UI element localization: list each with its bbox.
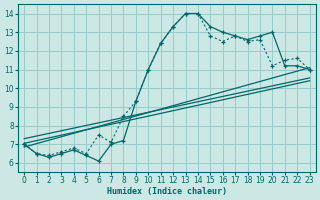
X-axis label: Humidex (Indice chaleur): Humidex (Indice chaleur) — [107, 187, 227, 196]
